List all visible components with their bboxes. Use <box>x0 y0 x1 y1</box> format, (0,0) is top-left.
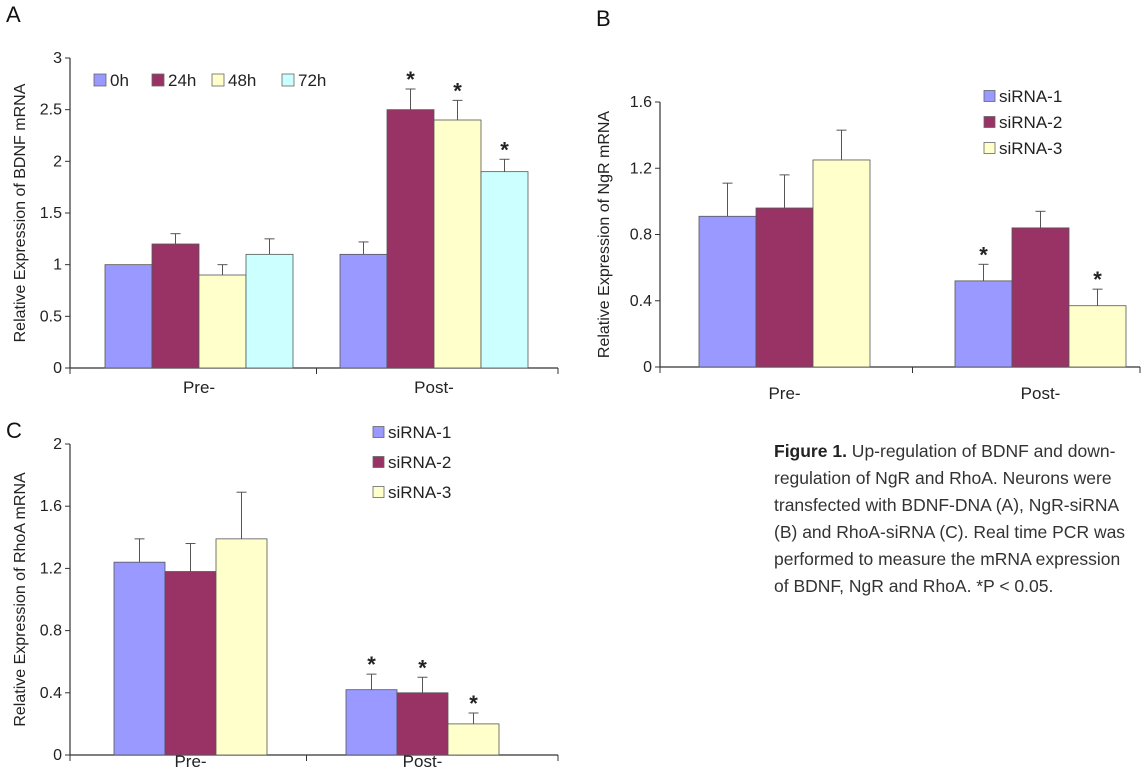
legend-label: 24h <box>168 71 196 90</box>
y-tick-label: 0.8 <box>40 623 62 640</box>
legend-label: siRNA-2 <box>999 113 1062 132</box>
bar <box>104 264 153 369</box>
legend-label: siRNA-2 <box>388 453 451 472</box>
bar <box>245 253 294 369</box>
y-tick-label: 2 <box>53 436 62 453</box>
chart-panel-b: B Relative Expression of NgR mRNA 0 0.4 0.8 1… <box>596 6 1141 403</box>
bar <box>1011 227 1070 368</box>
legend-swatch <box>983 116 996 128</box>
y-tick-label: 0 <box>53 360 62 377</box>
bar <box>480 171 529 369</box>
bar <box>151 243 200 369</box>
y-tick-label: 0 <box>643 359 652 376</box>
bar <box>215 538 268 756</box>
x-category-label: Pre- <box>183 378 215 397</box>
bar <box>433 119 482 369</box>
legend-label: 48h <box>228 71 256 90</box>
panel-letter: C <box>6 418 22 443</box>
y-tick-label: 0.8 <box>630 227 652 244</box>
y-tick-label: 0 <box>53 747 62 764</box>
bar <box>198 274 247 369</box>
y-tick-label: 3 <box>53 50 62 67</box>
bar <box>812 159 871 368</box>
significance-star: * <box>367 652 376 677</box>
significance-star: * <box>469 691 478 716</box>
x-category-label: Post- <box>403 752 443 769</box>
y-tick-label: 1.5 <box>40 205 62 222</box>
chart-panel-c: C Relative Expression of RhoA mRNA 0 0.4 0.8… <box>6 418 559 769</box>
y-axis-label: Relative Expression of BDNF mRNA <box>12 83 29 342</box>
y-tick-label: 1.2 <box>40 560 62 577</box>
legend-label: siRNA-3 <box>388 483 451 502</box>
bar <box>1068 305 1127 368</box>
y-tick-label: 1.6 <box>40 498 62 515</box>
legend-swatch <box>372 426 385 438</box>
legend-swatch <box>983 142 996 154</box>
y-tick-label: 0.4 <box>630 293 652 310</box>
legend-label: siRNA-1 <box>388 423 451 442</box>
bar <box>447 723 500 756</box>
chart-panel-a: A Relative Expression of BDNF mRNA 0 0.5 1 1.… <box>6 2 559 397</box>
legend-swatch <box>372 456 385 468</box>
significance-star: * <box>1093 267 1102 292</box>
panel-letter: B <box>596 6 611 31</box>
x-category-label: Pre- <box>768 384 800 403</box>
panel-letter: A <box>6 2 21 27</box>
y-tick-label: 0.5 <box>40 308 62 325</box>
bar <box>164 571 217 756</box>
x-category-label: Post- <box>1021 384 1061 403</box>
bar <box>113 561 166 756</box>
legend-swatch <box>93 73 107 87</box>
y-tick-label: 2.5 <box>40 102 62 119</box>
bar <box>396 692 449 756</box>
caption-label: Figure 1. <box>774 441 847 461</box>
y-tick-label: 2 <box>53 153 62 170</box>
legend-label: 0h <box>110 71 129 90</box>
y-tick-label: 1.6 <box>630 94 652 111</box>
significance-star: * <box>500 137 509 162</box>
legend-label: siRNA-3 <box>999 139 1062 158</box>
bar <box>954 280 1013 368</box>
y-tick-label: 0.4 <box>40 685 62 702</box>
y-axis-label: Relative Expression of NgR mRNA <box>596 111 613 359</box>
significance-star: * <box>418 655 427 680</box>
legend-label: siRNA-1 <box>999 87 1062 106</box>
significance-star: * <box>453 78 462 103</box>
legend-swatch <box>211 73 225 87</box>
y-tick-label: 1 <box>53 257 62 274</box>
y-axis-label: Relative Expression of RhoA mRNA <box>12 472 29 727</box>
x-category-label: Pre- <box>174 752 206 769</box>
legend-swatch <box>372 486 385 498</box>
bar <box>755 207 814 368</box>
bar <box>698 215 757 368</box>
legend-label: 72h <box>298 71 326 90</box>
caption-text: Up-regulation of BDNF and down-regulatio… <box>774 441 1126 596</box>
significance-star: * <box>979 242 988 267</box>
bar <box>339 253 388 369</box>
legend-swatch <box>983 90 996 102</box>
bar <box>386 109 435 369</box>
legend-swatch <box>151 73 165 87</box>
bar <box>345 689 398 756</box>
figure-caption: Figure 1. Up-regulation of BDNF and down… <box>774 438 1136 600</box>
legend-swatch <box>281 73 295 87</box>
y-tick-label: 1.2 <box>630 160 652 177</box>
significance-star: * <box>406 67 415 92</box>
x-category-label: Post- <box>414 378 454 397</box>
